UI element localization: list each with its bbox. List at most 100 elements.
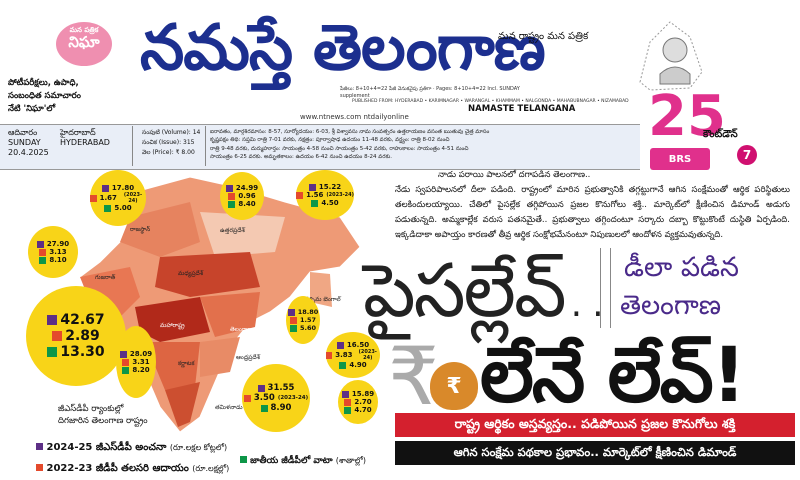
data-bubble: 15.22 1.56 (2023-24) 4.50 [296,170,354,220]
divider [132,126,133,166]
masthead-slogan: మన రాష్ట్రం మన పత్రిక [498,31,589,42]
almanac-schedule: ఐరావతం, మార్గశిరమాసం: 8-57, సూర్యోదయం: 6… [210,128,640,162]
state-label: ఆంధ్రప్రదేశ్ [236,354,260,361]
city-telugu: హైదరాబాద్ [60,128,96,137]
anniversary-number: 25 [648,84,726,149]
share-value: 8.10 [49,256,67,264]
per-capita-value: 1.67 [99,194,117,202]
dateline-bar [0,124,640,170]
data-bubble: 18.80 1.57 5.60 [286,296,320,344]
almanac-line: రాత్రి 9-48 వరకు, దుర్ముహూర్తం: సాయంత్రం… [210,145,469,152]
leader-portrait-icon [639,21,703,91]
per-capita-value: 3.83 [335,351,353,359]
day-telugu: ఆదివారం [8,128,38,137]
state-label: పశ్చిమ బెంగాల్ [305,296,341,303]
state-label: తమిళనాడు [215,404,243,411]
volume-info: సంపుటి (Volume): 14 సంచిక (Issue): 315 వ… [142,128,200,158]
tagline-line: సంబంధిత సమాచారం [8,91,81,101]
per-capita-value: 1.57 [299,316,317,324]
year-note: (2023-24) [123,192,143,204]
dateline-day: ఆదివారం SUNDAY 20.4.2025 [8,128,49,158]
share-value: 4.70 [354,406,372,414]
state-label: తెలంగాణ [230,326,253,333]
state-label: మధ్యప్రదేశ్ [178,270,204,277]
share-value: 4.50 [321,199,339,207]
legend-label: 2022-23 జీడీపీ తలసరి ఆదాయం [46,463,189,474]
caption-line: దిగజారిన తెలంగాణ రాష్ట్రం [58,416,148,426]
subheadline-banner: రాష్ట్ర ఆర్థికం అస్తవ్యస్తం.. పడిపోయిన ప… [395,413,795,437]
maharashtra-region [135,297,210,342]
supplement-tagline: పోటీపరీక్షలు, ఉపాధి, సంబంధిత సమాచారం నేట… [8,77,183,116]
share-value: 5.60 [299,324,317,332]
story-kicker: నాడు పరాయి పాలనలో దగాపడిన తెలంగాణ.. [438,170,591,180]
share-value: 8.20 [132,366,150,374]
legend-swatch [36,443,43,450]
divider [600,248,601,328]
data-bubble: 28.09 3.31 8.20 [116,326,156,398]
volume: సంపుటి (Volume): 14 [142,129,201,136]
data-bubble: 15.89 2.70 4.70 [338,380,378,424]
data-bubble: 24.99 0.96 8.40 [220,172,264,220]
party-logo: BRS [650,148,710,170]
day-english: SUNDAY [8,138,41,147]
gsdp-value: 16.50 [346,341,370,349]
legend-swatch [240,456,247,463]
state-label: కర్ణాటక [178,360,195,367]
gsdp-value: 17.80 [111,184,135,192]
countdown-days: 7 [737,145,757,165]
almanac-line: కృష్ణపక్షం తిథి: సప్తమి రాత్రి 7-01 వరకు… [210,137,450,144]
countdown-label: కౌంట్‌డౌన్ [703,129,738,140]
gsdp-value: 42.67 [60,312,105,328]
share-value: 13.30 [60,344,105,360]
share-value: 4.90 [349,361,367,369]
website-link[interactable]: www.ntnews.com ntdailyonline [300,113,409,121]
state-label: మహారాష్ట్ర [160,322,185,329]
data-bubble: 31.55 3.50 (2023-24) 8.90 [242,364,310,432]
gsdp-value: 15.22 [318,183,342,191]
supplement-logo: మన పత్రిక నిఘా [56,22,112,66]
legend-swatch [36,464,43,471]
side-headline: డీలా పడిన [624,252,739,283]
state-label: ఉత్తరప్రదేశ్ [220,227,245,234]
subheadline-banner: ఆగిన సంక్షేమ పథకాల ప్రభావం.. మార్కెట్‌లో… [395,441,795,465]
side-headline: తెలంగాణ [620,290,722,321]
legend-unit: (రూ.లక్షల కోట్లలో) [169,443,228,452]
legend-unit: (రూ.లక్షల్లో) [192,464,230,473]
page-count-info: పేజీలు: 8+10+4=22 పేజీ వెనుకవైపు ప్రతిగా… [340,86,520,99]
almanac-line: ఐరావతం, మార్గశిరమాసం: 8-57, సూర్యోదయం: 6… [210,129,490,135]
newspaper-title: నమస్తే తెలంగాణ [140,10,546,84]
gsdp-value: 28.09 [129,350,153,358]
gsdp-value: 31.55 [267,383,295,393]
map-caption: జీఎస్‌డీపీ ర్యాంకుల్లో దిగజారిన తెలంగాణ … [58,403,148,427]
per-capita-value: 3.31 [132,358,150,366]
year-note: (2023-24) [277,395,309,401]
story-body: నేడు స్వపరిపాలనలో దీలా పడింది. రాష్ట్రంల… [395,185,790,240]
data-bubble: 16.50 3.83 (2023-24) 4.90 [326,332,380,378]
per-capita-value: 3.13 [49,248,67,256]
gsdp-value: 24.99 [235,184,259,192]
headline-main: పైసల్లేవ్.. [363,248,610,334]
per-capita-value: 2.70 [354,398,372,406]
data-bubble-large: 42.67 2.89 13.30 [26,286,126,386]
caption-line: జీఎస్‌డీపీ ర్యాంకుల్లో [58,404,124,414]
divider [205,126,206,166]
legend-per-capita: 2022-23 జీడీపీ తలసరి ఆదాయం (రూ.లక్షల్లో) [36,462,229,476]
data-bubble: 27.90 3.13 8.10 [28,226,78,278]
share-value: 5.00 [114,204,132,212]
legend-share: జాతీయ జీడీపీలో వాటా (శాతాల్లో) [240,456,366,468]
headline-secondary: లేనే లేవ్! [480,330,746,419]
year-note: (2023-24) [326,192,354,198]
rupee-icon: ₹ [388,330,439,423]
gsdp-value: 18.80 [297,308,319,316]
publication-centers: PUBLISHED FROM: HYDERABAD • KARIMNAGAR •… [352,99,629,104]
legend-label: జాతీయ జీడీపీలో వాటా [250,456,333,466]
almanac-line: సాయంత్రం 6-25 వరకు. అమృతకాలం: ఉదయం 6-42 … [210,154,392,161]
legend-unit: (శాతాల్లో) [335,456,367,465]
issue-number: సంచిక (Issue): 315 [142,139,195,146]
city-english: HYDERABAD [60,138,110,147]
year-note: (2023-24) [358,349,377,361]
supplement-logo-top: మన పత్రిక [69,26,99,34]
per-capita-value: 2.89 [65,328,100,344]
money-bag-icon: ₹ [430,362,478,410]
price: వెల (Price): ₹ 8.00 [142,149,195,156]
